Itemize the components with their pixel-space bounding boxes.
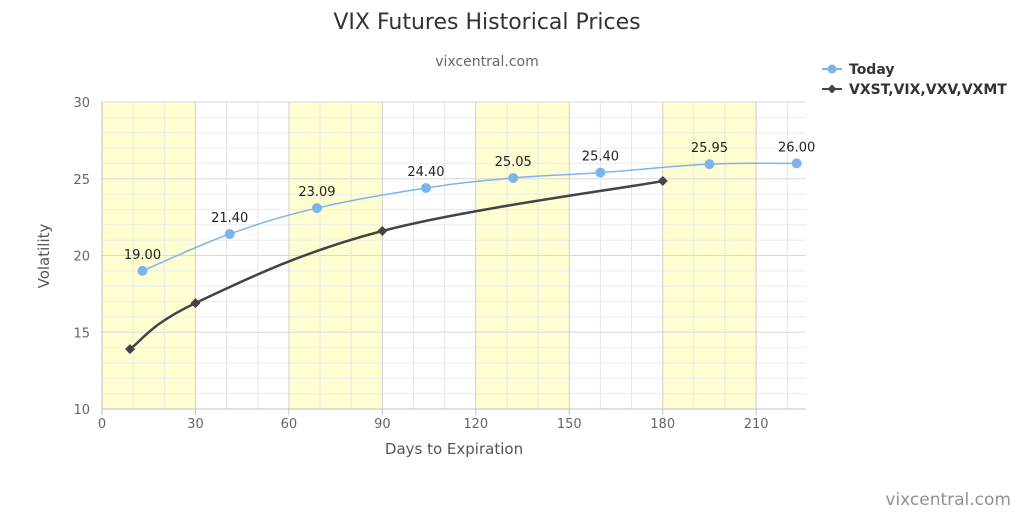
data-label: 26.00 — [778, 140, 815, 155]
x-axis-title: Days to Expiration — [385, 440, 523, 458]
chart-title: VIX Futures Historical Prices — [333, 10, 640, 35]
data-label: 24.40 — [407, 165, 444, 180]
x-tick-label: 120 — [463, 417, 488, 432]
x-tick-label: 60 — [281, 417, 298, 432]
x-axis-ticks: 0 30 60 90 120 150 180 210 — [98, 409, 769, 432]
data-point — [190, 298, 201, 309]
data-point — [125, 344, 136, 355]
x-tick-label: 180 — [650, 417, 675, 432]
data-point — [377, 225, 388, 236]
legend-label: VXST,VIX,VXV,VXMT — [849, 82, 1007, 98]
chart-subtitle: vixcentral.com — [435, 54, 538, 70]
series-index-curve — [125, 176, 668, 355]
y-axis-ticks: 10 15 20 25 30 — [73, 96, 90, 418]
x-tick-label: 210 — [744, 417, 769, 432]
series-line — [129, 179, 663, 351]
legend-item[interactable]: VXST,VIX,VXV,VXMT — [822, 82, 1007, 98]
data-label: 25.40 — [582, 150, 619, 165]
y-tick-label: 15 — [73, 326, 90, 341]
x-tick-label: 150 — [557, 417, 582, 432]
y-tick-label: 20 — [73, 250, 90, 265]
legend-marker — [827, 64, 837, 74]
data-point — [704, 159, 715, 170]
data-point — [311, 203, 322, 214]
series-layer: 19.00 21.40 23.09 24.40 25.05 25.40 25.95 26.00 — [124, 140, 815, 355]
data-label: 21.40 — [211, 211, 248, 226]
x-tick-label: 0 — [98, 417, 106, 432]
data-point — [508, 172, 519, 183]
series-today: 19.00 21.40 23.09 24.40 25.05 25.40 25.95 26.00 — [124, 140, 815, 276]
data-label: 25.05 — [495, 155, 532, 170]
data-point — [224, 229, 235, 240]
y-tick-label: 30 — [73, 96, 90, 111]
data-point — [420, 182, 431, 193]
x-tick-label: 30 — [187, 417, 204, 432]
x-tick-label: 90 — [374, 417, 391, 432]
data-label: 19.00 — [124, 248, 161, 263]
y-tick-label: 25 — [73, 173, 90, 188]
legend-label: Today — [849, 62, 894, 78]
axes — [101, 102, 806, 410]
y-tick-label: 10 — [73, 403, 90, 418]
legend: Today VXST,VIX,VXV,VXMT — [822, 62, 1007, 98]
data-point — [791, 158, 802, 169]
y-axis-title: Volatility — [35, 223, 53, 288]
credits-link[interactable]: vixcentral.com — [885, 490, 1011, 510]
data-point — [657, 176, 668, 187]
data-label: 25.95 — [691, 141, 728, 156]
data-point — [137, 265, 148, 276]
legend-marker — [827, 84, 837, 94]
data-point — [595, 167, 606, 178]
data-label: 23.09 — [298, 185, 335, 200]
series-line — [142, 162, 797, 272]
legend-item[interactable]: Today — [822, 62, 894, 78]
